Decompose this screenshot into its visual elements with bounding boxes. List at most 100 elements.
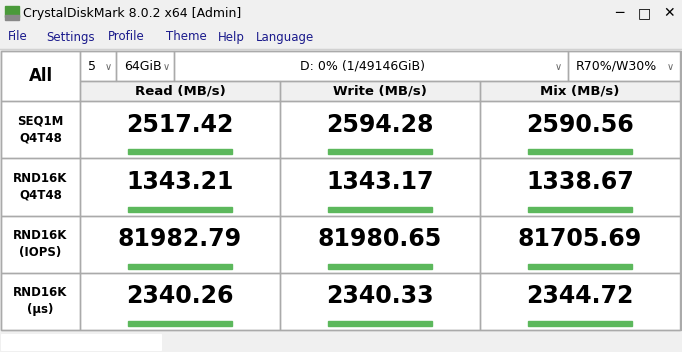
Bar [480,273,680,330]
Text: 81980.65: 81980.65 [318,227,442,251]
Bar [80,273,280,330]
Text: RND16K
(μs): RND16K (μs) [14,287,68,316]
Bar [280,81,480,101]
Text: 64GiB: 64GiB [124,59,162,73]
Bar [116,51,174,81]
Text: Help: Help [218,31,245,44]
Bar [128,264,232,269]
Bar [5,6,19,17]
Bar [128,207,232,212]
Text: Language: Language [256,31,314,44]
Bar [280,215,480,273]
Text: 1343.17: 1343.17 [326,170,434,194]
Text: D: 0% (1/49146GiB): D: 0% (1/49146GiB) [301,59,426,73]
Bar [480,158,680,215]
Bar [528,149,632,154]
Bar [80,215,280,273]
Bar [280,158,480,215]
Bar [0,0,682,26]
Text: 1338.67: 1338.67 [526,170,634,194]
Bar [80,81,280,101]
Text: ∨: ∨ [666,62,674,72]
Bar [0,26,682,48]
Bar [480,215,680,273]
Text: Profile: Profile [108,31,145,44]
Bar [568,51,680,81]
Text: File: File [8,31,28,44]
Bar [528,321,632,326]
Text: 5: 5 [88,59,96,73]
Bar [1,101,80,158]
Bar [280,101,480,158]
Text: R70%/W30%: R70%/W30% [576,59,657,73]
Bar [1,158,80,215]
Bar [80,158,280,215]
Bar [280,273,480,330]
Bar [480,158,680,215]
Text: 1343.21: 1343.21 [126,170,234,194]
Text: 81705.69: 81705.69 [518,227,642,251]
Bar [1,101,80,158]
Text: 2344.72: 2344.72 [527,284,634,308]
Text: 2594.28: 2594.28 [326,113,434,137]
Text: ∨: ∨ [554,62,561,72]
Text: ∨: ∨ [162,62,170,72]
Bar [1,51,80,101]
Text: All: All [29,67,53,85]
Text: 2340.33: 2340.33 [326,284,434,308]
Text: SEQ1M
Q4T48: SEQ1M Q4T48 [17,115,63,145]
Bar [174,51,568,81]
Bar [280,215,480,273]
Bar [1,215,80,273]
Bar [80,101,280,158]
Bar [528,264,632,269]
Text: □: □ [638,6,651,20]
Bar [1,273,80,330]
Bar [528,207,632,212]
Bar [80,215,280,273]
Bar [80,158,280,215]
Bar [480,215,680,273]
Bar [128,149,232,154]
Bar [280,158,480,215]
Bar [1,158,80,215]
Bar [480,81,680,101]
Bar [328,207,432,212]
Bar [328,149,432,154]
Bar [128,321,232,326]
Bar [80,101,280,158]
Text: Theme: Theme [166,31,207,44]
Bar [1,273,80,330]
Bar [480,101,680,158]
Text: Mix (MB/s): Mix (MB/s) [540,84,620,98]
Bar [1,51,80,101]
Text: ✕: ✕ [663,6,674,20]
Text: 2517.42: 2517.42 [126,113,234,137]
Bar [480,273,680,330]
Text: Read (MB/s): Read (MB/s) [134,84,225,98]
Bar [80,273,280,330]
Bar [116,51,174,81]
Bar [80,51,116,81]
Bar [1,51,681,330]
Bar [328,321,432,326]
Bar [480,81,680,101]
Text: Write (MB/s): Write (MB/s) [333,84,427,98]
Text: ∨: ∨ [104,62,112,72]
Text: 81982.79: 81982.79 [118,227,242,251]
Bar [328,264,432,269]
Bar [1,334,161,350]
Text: RND16K
(IOPS): RND16K (IOPS) [14,229,68,259]
Text: RND16K
Q4T48: RND16K Q4T48 [14,172,68,202]
Bar [80,51,116,81]
Bar [480,101,680,158]
Bar [280,101,480,158]
Bar [568,51,680,81]
Text: 2340.26: 2340.26 [126,284,234,308]
Text: 2590.56: 2590.56 [526,113,634,137]
Bar [5,15,19,20]
Bar [80,81,280,101]
Bar [1,215,80,273]
Bar [280,81,480,101]
Text: CrystalDiskMark 8.0.2 x64 [Admin]: CrystalDiskMark 8.0.2 x64 [Admin] [23,6,241,19]
